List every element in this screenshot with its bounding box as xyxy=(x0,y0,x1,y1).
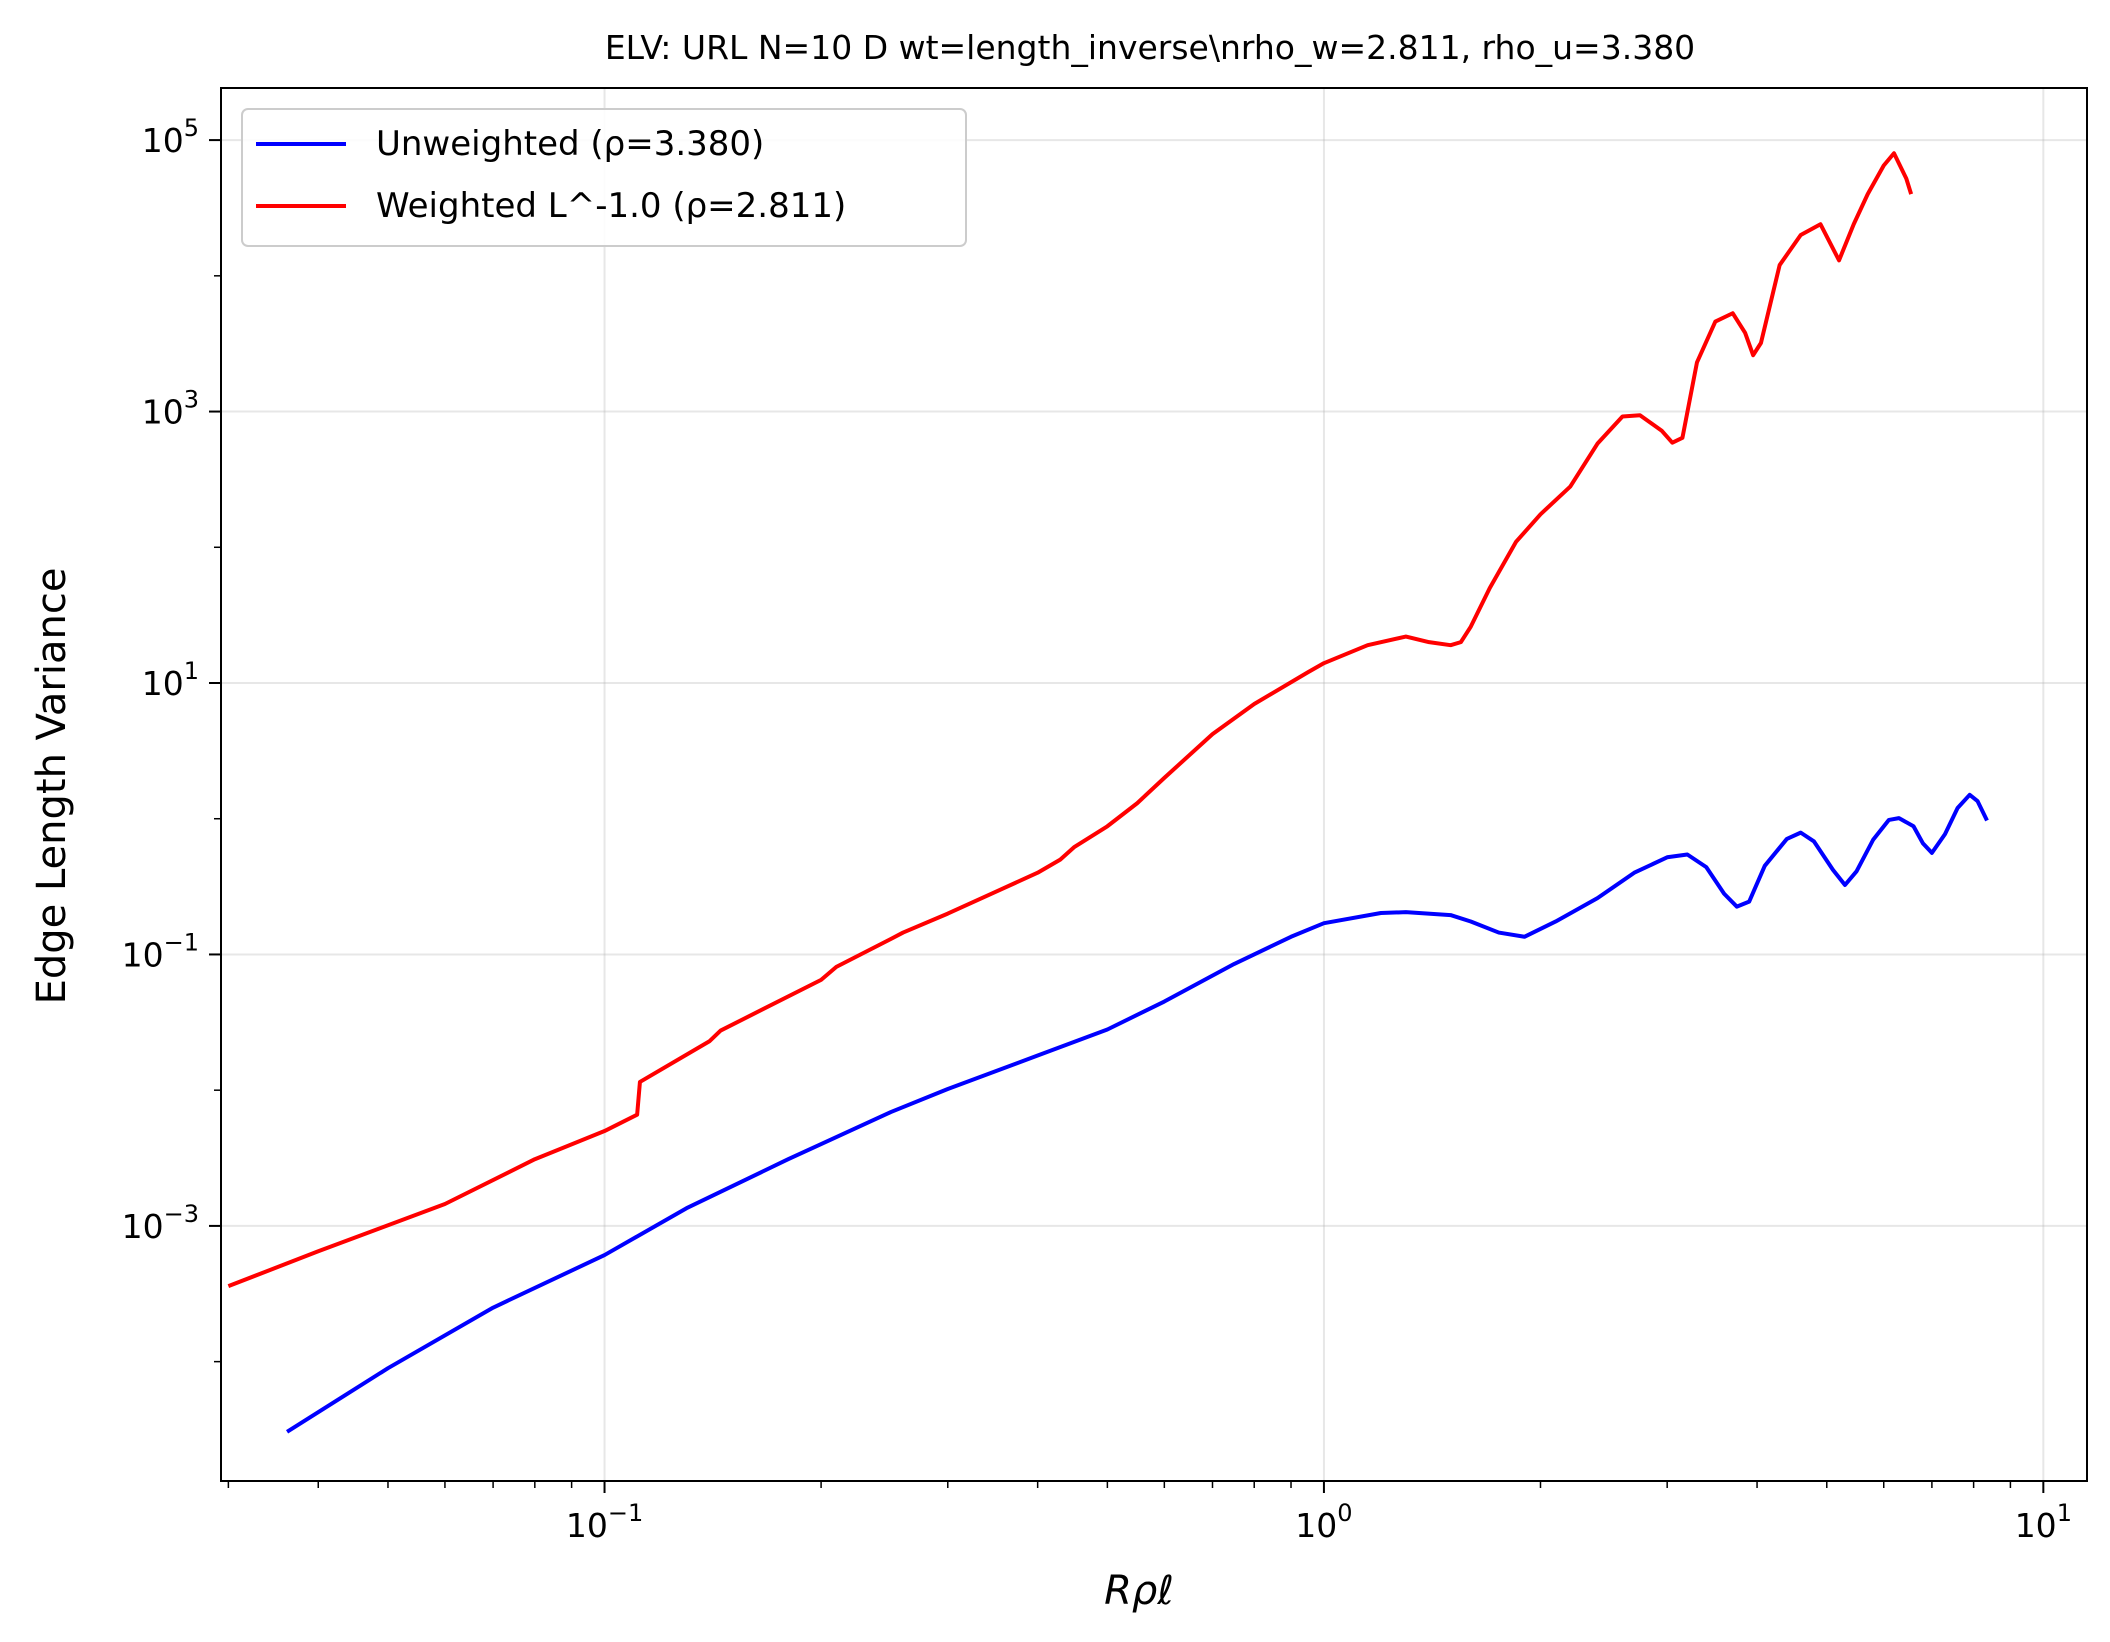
x-axis-label: Rρℓ xyxy=(1104,1568,1174,1614)
y-tick-label: 10−3 xyxy=(122,1200,199,1246)
x-tick-label: 101 xyxy=(2015,1499,2072,1545)
legend-frame xyxy=(241,108,967,247)
x-tick-label: 10−1 xyxy=(566,1499,643,1545)
y-tick-label: 105 xyxy=(142,114,199,160)
y-axis-label: Edge Length Variance xyxy=(29,568,75,1005)
legend: Unweighted (ρ=3.380) Weighted L^-1.0 (ρ=… xyxy=(241,108,967,247)
x-tick-label: 100 xyxy=(1295,1499,1352,1545)
axes: 10−1 100 101 10−3 10−1 101 103 105 xyxy=(122,87,2088,1545)
plot-area xyxy=(227,151,1989,1434)
series-line-weighted xyxy=(227,151,1914,1288)
axes-frame xyxy=(220,87,2088,1482)
legend-label-unweighted: Unweighted (ρ=3.380) xyxy=(376,124,764,164)
grid-lines xyxy=(221,88,2087,1481)
chart-title: ELV: URL N=10 D wt=length_inverse\nrho_w… xyxy=(605,28,1695,67)
y-tick-label: 103 xyxy=(142,386,199,432)
legend-label-weighted: Weighted L^-1.0 (ρ=2.811) xyxy=(376,186,846,226)
series-line-unweighted xyxy=(286,792,1989,1434)
y-tick-label: 10−1 xyxy=(122,928,199,974)
y-tick-label: 101 xyxy=(142,657,199,703)
